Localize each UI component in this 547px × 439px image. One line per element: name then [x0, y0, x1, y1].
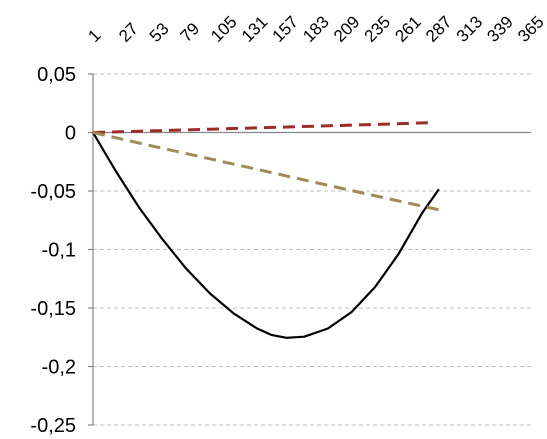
y-tick-label-5: -0,2 — [42, 357, 76, 379]
data-series — [92, 121, 442, 339]
x-tick-label-10: 261 — [391, 12, 424, 45]
y-tick-label-2: -0,05 — [30, 181, 76, 203]
series-line-2 — [92, 131, 442, 212]
x-tick-label-2: 53 — [146, 19, 173, 46]
x-tick-label-12: 313 — [453, 12, 486, 45]
y-tick-label-0: 0,05 — [37, 64, 76, 86]
y-tick-label-1: 0 — [65, 123, 76, 145]
x-tick-label-0: 1 — [84, 26, 104, 46]
x-tick-label-11: 287 — [422, 12, 455, 45]
x-tick-label-3: 79 — [176, 19, 203, 46]
x-tick-label-14: 365 — [514, 12, 547, 45]
y-tick-labels: 0,05 0 -0,05 -0,1 -0,15 -0,2 -0,25 — [30, 64, 76, 437]
x-tick-label-9: 235 — [361, 12, 394, 45]
series-line-1 — [92, 121, 435, 134]
x-tick-label-8: 209 — [330, 12, 363, 45]
grid-lines — [93, 73, 531, 426]
x-tick-label-6: 157 — [269, 12, 302, 45]
x-tick-label-4: 105 — [207, 12, 240, 45]
y-tick-label-4: -0,15 — [30, 298, 76, 320]
y-tick-label-3: -0,1 — [42, 240, 76, 262]
series-line-0 — [92, 131, 440, 339]
x-tick-label-1: 27 — [115, 19, 142, 46]
x-tick-label-13: 339 — [483, 12, 516, 45]
y-tick-label-6: -0,25 — [30, 415, 76, 437]
x-tick-label-5: 131 — [238, 12, 271, 45]
x-tick-label-7: 183 — [299, 12, 332, 45]
